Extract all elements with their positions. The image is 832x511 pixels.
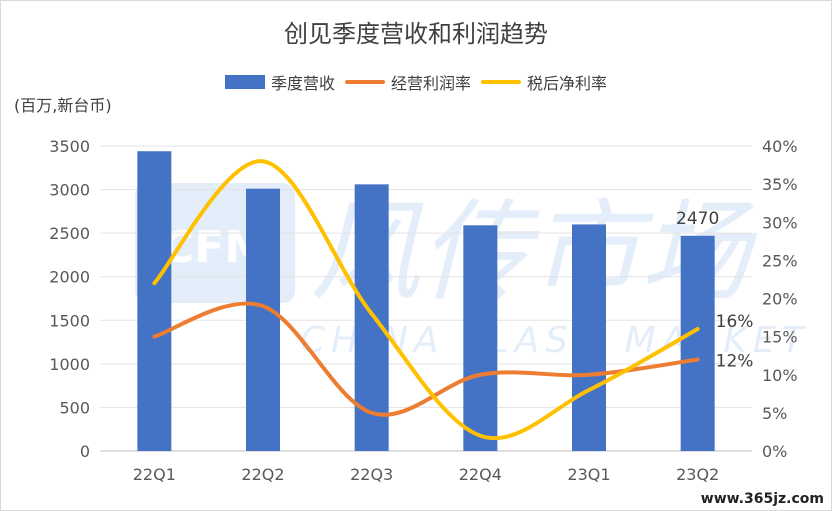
watermark-site: www.365jz.com <box>700 491 824 507</box>
x-axis-tick-label: 23Q1 <box>567 465 610 484</box>
bar-revenue <box>246 188 280 451</box>
right-axis-tick-label: 20% <box>762 290 798 309</box>
bar-revenue <box>137 151 172 451</box>
x-axis-tick-label: 22Q3 <box>350 465 393 484</box>
left-axis-tick-label: 0 <box>80 442 90 461</box>
line-operating-margin <box>152 301 700 417</box>
left-axis-tick-label: 500 <box>59 398 90 417</box>
legend-label-operating-margin: 经营利润率 <box>390 74 471 93</box>
left-axis-tick-label: 2000 <box>49 268 90 287</box>
x-axis-tick-label: 22Q2 <box>241 465 284 484</box>
line-net-margin <box>152 159 700 441</box>
right-axis-tick-label: 40% <box>762 137 798 156</box>
left-axis-tick-label: 3000 <box>49 181 90 200</box>
bar-revenue <box>463 225 498 451</box>
legend-label-net-margin: 税后净利率 <box>527 74 608 93</box>
chart-title: 创见季度营收和利润趋势 <box>284 20 548 48</box>
legend-swatch-operating-margin <box>344 80 385 84</box>
data-label: 16% <box>716 312 754 332</box>
legend-swatch-net-margin <box>481 80 521 84</box>
legend-swatch-revenue <box>224 75 265 89</box>
left-axis-unit-label: (百万,新台币) <box>14 96 112 115</box>
legend: 季度营收 经营利润率 税后净利率 <box>0 70 832 94</box>
legend-item-operating-margin: 经营利润率 <box>344 70 471 94</box>
right-axis-tick-label: 30% <box>762 213 798 232</box>
x-axis-tick-label: 22Q4 <box>459 465 502 484</box>
x-axis-tick-label: 23Q2 <box>676 465 719 484</box>
data-label: 12% <box>716 352 754 372</box>
legend-item-net-margin: 税后净利率 <box>481 70 607 94</box>
left-axis-tick-label: 1000 <box>49 355 90 374</box>
bar-revenue <box>680 235 715 451</box>
legend-label-revenue: 季度营收 <box>270 74 335 93</box>
right-axis-tick-label: 25% <box>762 251 798 270</box>
right-axis-tick-label: 0% <box>762 442 787 461</box>
right-axis-tick-label: 5% <box>762 404 787 423</box>
left-axis-tick-label: 2500 <box>49 224 90 243</box>
bar-revenue <box>572 224 606 451</box>
right-axis-tick-label: 15% <box>762 328 798 347</box>
left-axis-tick-label: 1500 <box>49 311 90 330</box>
left-axis-tick-label: 3500 <box>49 137 90 156</box>
data-label: 2470 <box>676 209 719 229</box>
right-axis-tick-label: 35% <box>762 175 798 194</box>
right-axis-tick-label: 10% <box>762 366 798 385</box>
legend-item-revenue: 季度营收 <box>224 70 335 94</box>
x-axis-tick-label: 22Q1 <box>133 465 176 484</box>
